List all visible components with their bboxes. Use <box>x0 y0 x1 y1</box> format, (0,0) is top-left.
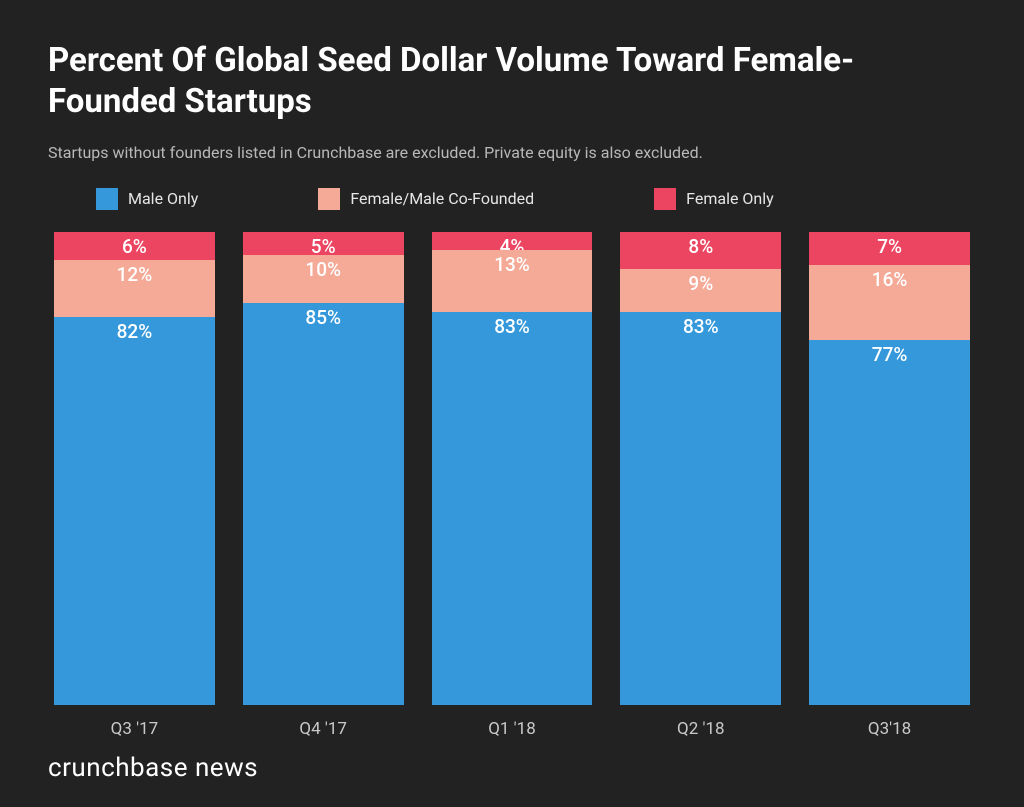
legend-label: Female Only <box>686 189 774 208</box>
bar-segment-label: 8% <box>688 236 713 259</box>
bar-segment-label: 12% <box>117 264 153 287</box>
bar-column: 6% 12% 82% <box>54 232 215 706</box>
bar-segment-co-founded: 12% <box>54 260 215 317</box>
legend-item-co-founded: Female/Male Co-Founded <box>318 188 534 210</box>
bar-segment-label: 6% <box>122 236 147 259</box>
bar-segment-male-only: 83% <box>432 312 593 705</box>
bar-segment-label: 83% <box>683 316 719 339</box>
bar-segment-label: 16% <box>872 269 908 292</box>
bar-segment-male-only: 83% <box>620 312 781 705</box>
stacked-bar: 5% 10% 85% <box>243 232 404 706</box>
bar-segment-label: 82% <box>117 321 153 344</box>
x-axis-label: Q3 '17 <box>54 719 215 739</box>
x-axis-label: Q4 '17 <box>243 719 404 739</box>
brand-label: crunchbase news <box>48 753 258 783</box>
stacked-bar: 8% 9% 83% <box>620 232 781 706</box>
bar-segment-female-only: 8% <box>620 232 781 270</box>
bar-column: 7% 16% 77% <box>809 232 970 706</box>
legend-swatch <box>654 188 676 210</box>
bar-segment-co-founded: 9% <box>620 269 781 312</box>
bars-row: 6% 12% 82% 5% 10% 85% 4% 13% 83% 8% 9% 83% 7% 16% 77% <box>48 232 976 706</box>
x-axis-label: Q2 '18 <box>620 719 781 739</box>
bar-segment-male-only: 82% <box>54 317 215 705</box>
legend-label: Female/Male Co-Founded <box>350 189 534 208</box>
bar-segment-female-only: 6% <box>54 232 215 260</box>
bar-segment-label: 83% <box>494 316 530 339</box>
stacked-bar: 6% 12% 82% <box>54 232 215 706</box>
legend-label: Male Only <box>128 189 198 208</box>
bar-segment-female-only: 4% <box>432 232 593 251</box>
bar-segment-male-only: 85% <box>243 303 404 705</box>
chart-area: 6%12%82%5%10%85%4%13%83%8%9%83%7%16%77% … <box>48 232 976 740</box>
bar-segment-label: 10% <box>305 259 341 282</box>
bar-segment-male-only: 77% <box>809 340 970 705</box>
x-axis: Q3 '17 Q4 '17 Q1 '18 Q2 '18 Q3'18 <box>48 705 976 739</box>
legend-item-female-only: Female Only <box>654 188 774 210</box>
chart-subtitle: Startups without founders listed in Crun… <box>48 143 976 162</box>
legend-item-male-only: Male Only <box>96 188 198 210</box>
chart-title: Percent Of Global Seed Dollar Volume Tow… <box>48 40 976 123</box>
bar-segment-label: 13% <box>494 254 530 277</box>
bar-column: 8% 9% 83% <box>620 232 781 706</box>
bar-segment-label: 9% <box>688 273 713 296</box>
legend-swatch <box>96 188 118 210</box>
bar-segment-co-founded: 13% <box>432 250 593 312</box>
stacked-bar: 4% 13% 83% <box>432 232 593 706</box>
bar-column: 4% 13% 83% <box>432 232 593 706</box>
stacked-bar: 7% 16% 77% <box>809 232 970 706</box>
bar-segment-female-only: 7% <box>809 232 970 265</box>
chart-legend: Male Only Female/Male Co-Founded Female On… <box>48 188 976 210</box>
x-axis-label: Q1 '18 <box>432 719 593 739</box>
bar-segment-co-founded: 16% <box>809 265 970 341</box>
bar-column: 5% 10% 85% <box>243 232 404 706</box>
bar-segment-co-founded: 10% <box>243 255 404 302</box>
x-axis-label: Q3'18 <box>809 719 970 739</box>
bar-segment-label: 85% <box>305 307 341 330</box>
bar-segment-female-only: 5% <box>243 232 404 256</box>
legend-swatch <box>318 188 340 210</box>
bar-segment-label: 7% <box>877 236 902 259</box>
footer: crunchbase news <box>48 753 976 783</box>
bar-segment-label: 77% <box>872 344 908 367</box>
